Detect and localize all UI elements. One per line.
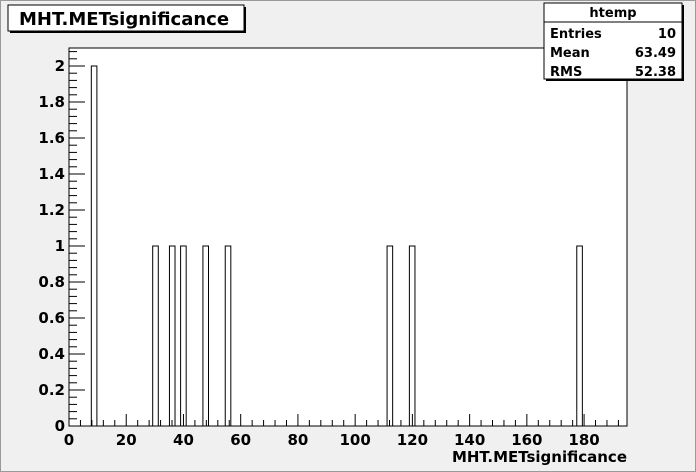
title-box-shadow-right [244, 7, 246, 33]
x-tick-label-5: 100 [339, 431, 370, 449]
x-tick-label-8: 160 [511, 431, 542, 449]
x-axis-label: MHT.METsignificance [452, 448, 627, 466]
y-tick-label-3: 0.6 [38, 309, 65, 327]
stats-box-shadow-right [682, 5, 684, 81]
stats-value-mean: 63.49 [635, 46, 676, 61]
stats-box-shadow-bottom [546, 79, 684, 81]
title-box-shadow-bottom [10, 31, 246, 33]
stats-value-rms: 52.38 [635, 65, 676, 80]
histogram-bar-8 [576, 245, 583, 427]
x-tick-label-0: 0 [64, 431, 74, 449]
y-tick-label-5: 1 [55, 237, 65, 255]
plot-frame [68, 47, 628, 427]
y-tick-label-4: 0.8 [38, 273, 65, 291]
stats-label-mean: Mean [550, 46, 590, 61]
histogram-bar-6 [386, 245, 394, 427]
stats-label-rms: RMS [550, 65, 582, 80]
y-tick-label-8: 1.6 [38, 129, 65, 147]
y-tick-label-9: 1.8 [38, 93, 65, 111]
x-tick-label-3: 60 [230, 431, 251, 449]
y-tick-label-2: 0.4 [38, 345, 65, 363]
y-tick-label-6: 1.2 [38, 201, 65, 219]
histogram-bar-2 [168, 245, 176, 427]
x-tick-label-4: 80 [287, 431, 308, 449]
histogram-bar-7 [408, 245, 416, 427]
x-tick-label-1: 20 [116, 431, 137, 449]
stats-label-entries: Entries [550, 27, 602, 42]
histogram-bar-4 [202, 245, 209, 427]
x-tick-label-2: 40 [173, 431, 194, 449]
x-tick-label-7: 140 [454, 431, 485, 449]
x-tick-label-9: 180 [568, 431, 599, 449]
y-tick-label-7: 1.4 [38, 165, 65, 183]
y-tick-label-1: 0.2 [38, 381, 65, 399]
x-tick-label-6: 120 [397, 431, 428, 449]
y-tick-label-0: 0 [55, 417, 65, 435]
chart-title: MHT.METsignificance [19, 9, 229, 30]
histogram-bar-1 [152, 245, 159, 427]
histogram-bar-3 [180, 245, 187, 427]
x-axis-ticks: 0 20 40 60 80 100 120 140 160 180 [64, 414, 619, 449]
histogram-bar-0 [90, 65, 98, 427]
stats-value-entries: 10 [658, 27, 676, 42]
stats-box-title: htemp [589, 6, 636, 21]
histogram-bar-5 [224, 245, 232, 427]
y-axis-ticks: 0 0.2 0.4 0.6 0.8 1 1.2 1.4 1.6 1.8 2 [38, 51, 85, 435]
y-tick-label-10: 2 [55, 57, 65, 75]
